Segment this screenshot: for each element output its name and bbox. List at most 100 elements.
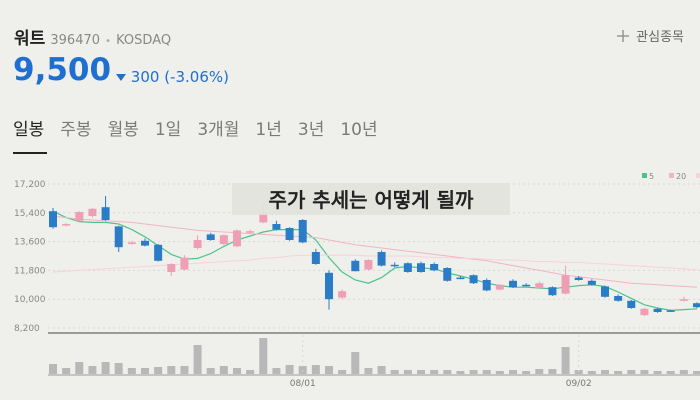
volume-bar	[403, 370, 412, 374]
candle-body	[351, 260, 360, 272]
volume-bar	[390, 370, 399, 374]
candle-body	[548, 287, 557, 296]
volume-bar	[548, 369, 557, 374]
stock-code: 396470	[50, 33, 101, 48]
volume-bar	[311, 365, 320, 374]
y-tick-label: 17,200	[14, 180, 46, 190]
tab[interactable]: 1년	[255, 120, 282, 140]
volume-bar	[259, 338, 268, 374]
volume-bar	[666, 371, 675, 374]
candle-body	[495, 284, 504, 290]
volume-bar	[417, 370, 425, 374]
moving-average	[52, 210, 698, 312]
stock-name: 워트	[14, 29, 46, 49]
legend-label: 5	[649, 172, 654, 181]
candle-body	[88, 208, 97, 216]
volume-bar	[114, 363, 123, 374]
candle-body	[601, 286, 609, 297]
volume-bar	[456, 371, 465, 374]
volume-bar	[469, 370, 478, 374]
legend-swatch	[642, 173, 647, 178]
volume-bar	[364, 368, 373, 374]
volume-bar	[430, 370, 439, 374]
volume-bar	[627, 370, 636, 374]
volume-bar	[482, 370, 491, 374]
candle-body	[154, 244, 163, 261]
legend-label: 20	[676, 172, 686, 181]
volume-bar	[653, 371, 662, 374]
candle-body	[272, 224, 281, 230]
y-tick-label: 15,400	[14, 209, 46, 219]
volume-bar	[640, 370, 649, 374]
candle-body	[246, 231, 255, 233]
price-change: 300 (-3.06%)	[116, 68, 229, 86]
volume-bar	[601, 370, 609, 374]
candle-body	[219, 235, 228, 244]
volume-bar	[49, 364, 57, 374]
candle-body	[75, 212, 84, 221]
x-tick-label: 09/02	[566, 379, 592, 389]
y-tick-label: 11,800	[14, 266, 46, 276]
watchlist-button[interactable]: 관심종목	[616, 26, 684, 45]
volume-bar	[535, 369, 544, 374]
volume-bar	[180, 366, 189, 374]
volume-bar	[167, 366, 176, 374]
tab[interactable]: 3개월	[197, 120, 240, 140]
volume-bar	[193, 345, 202, 374]
tab[interactable]: 3년	[297, 120, 325, 140]
tab[interactable]: 1일	[154, 120, 182, 140]
volume-bar	[587, 371, 596, 374]
market: KOSDAQ	[116, 33, 172, 48]
tab[interactable]: 일봉	[13, 120, 45, 140]
candle-body	[417, 263, 425, 272]
candle-body	[456, 277, 465, 280]
candle-body	[535, 283, 544, 288]
volume-bar	[285, 365, 294, 374]
annotation: 주가 추세는 어떻게 될까	[269, 188, 474, 212]
candle-body	[693, 303, 700, 308]
volume-bar	[338, 370, 347, 374]
volume-bar	[88, 366, 97, 374]
volume-bar	[351, 352, 360, 374]
candle-body	[614, 296, 623, 301]
candle-body	[206, 234, 215, 240]
change-pct: (-3.06%)	[164, 68, 229, 86]
volume-bar	[679, 370, 688, 374]
candle-body	[482, 280, 491, 291]
tab[interactable]: 10년	[340, 120, 378, 140]
candle-body	[114, 226, 123, 248]
candle-body	[193, 240, 202, 248]
candle-body	[141, 240, 149, 246]
volume-bar	[272, 368, 281, 374]
period-tabs: 일봉 주봉 월봉 1일 3개월 1년 3년 10년	[13, 115, 394, 140]
candle-body	[469, 275, 478, 284]
tab-underline	[13, 152, 47, 154]
volume-bar	[206, 368, 215, 374]
volume-bar	[101, 362, 110, 374]
x-tick-label: 08/01	[290, 379, 316, 389]
plus-icon	[617, 30, 630, 42]
volume-bar	[233, 368, 241, 374]
candle-body	[259, 212, 268, 223]
volume-bar	[75, 362, 84, 374]
candle-body	[390, 264, 399, 267]
y-tick-label: 13,600	[14, 238, 46, 248]
volume-bar	[443, 370, 452, 374]
candle-body	[666, 310, 675, 312]
tab[interactable]: 주봉	[60, 120, 92, 140]
candle-body	[311, 252, 320, 264]
tab[interactable]: 월봉	[107, 120, 139, 140]
volume-bar	[325, 366, 333, 374]
moving-average	[52, 215, 698, 288]
stock-header: 워트 396470 • KOSDAQ	[14, 24, 171, 49]
volume-bar	[62, 368, 71, 374]
volume-bar	[561, 347, 570, 374]
candle-body	[574, 277, 583, 280]
candle-body	[180, 257, 189, 270]
candle-body	[325, 272, 333, 300]
candle-body	[627, 300, 636, 308]
candle-body	[587, 280, 596, 285]
volume-bar	[246, 370, 255, 374]
